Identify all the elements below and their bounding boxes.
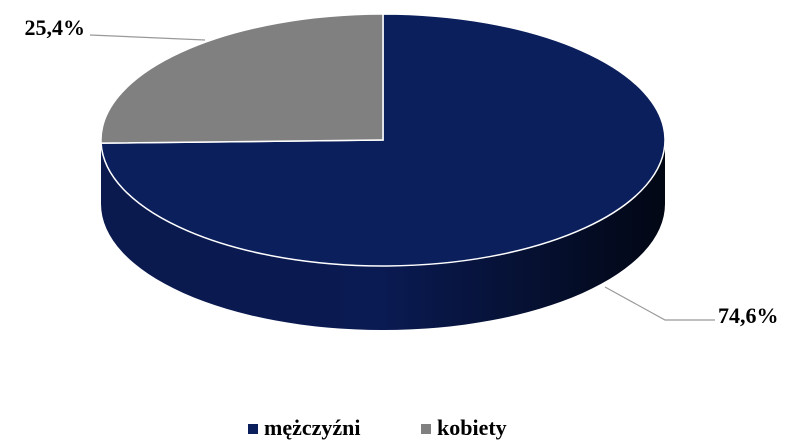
leader-line [89, 34, 206, 41]
pie-side [101, 140, 665, 330]
legend-swatch [248, 424, 258, 434]
legend-label: mężczyźni [264, 415, 361, 440]
data-label: 25,4% [25, 15, 86, 40]
pie-slice [100, 13, 384, 144]
data-label: 74,6% [718, 303, 779, 328]
leader-line [604, 286, 715, 321]
legend-label: kobiety [437, 415, 507, 440]
legend-swatch [421, 424, 431, 434]
